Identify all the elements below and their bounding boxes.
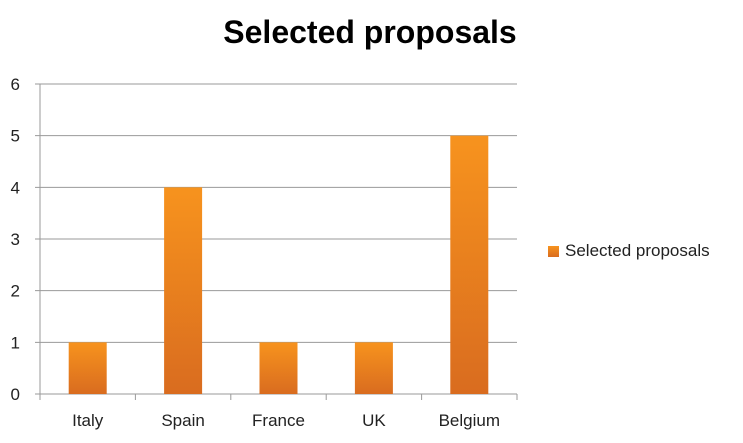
bar [354, 342, 393, 394]
y-tick-label: 3 [11, 230, 20, 249]
y-axis-ticks: 0 1 2 3 4 5 6 [11, 75, 20, 404]
legend-swatch-icon [548, 245, 559, 257]
y-tick-label: 6 [11, 75, 20, 94]
x-tick-label: France [252, 411, 305, 430]
chart-title-text: Selected proposals [223, 14, 517, 50]
bar [68, 342, 107, 394]
bar [259, 342, 298, 394]
x-tick-label: Spain [161, 411, 204, 430]
x-axis-ticks: Italy Spain France UK Belgium [39, 394, 518, 430]
legend: Selected proposals [548, 241, 710, 261]
y-tick-label: 5 [11, 127, 20, 146]
x-tick-label: Belgium [439, 411, 500, 430]
x-tick-label: Italy [72, 411, 104, 430]
chart-title: Selected proposals [0, 14, 740, 51]
y-tick-label: 4 [11, 178, 20, 197]
x-tick-label: UK [362, 411, 386, 430]
legend-label: Selected proposals [565, 241, 710, 260]
bars [68, 135, 489, 394]
y-tick-label: 0 [11, 385, 20, 404]
bar [450, 135, 489, 394]
bar [164, 187, 203, 394]
y-tick-label: 1 [11, 333, 20, 352]
y-tick-label: 2 [11, 282, 20, 301]
